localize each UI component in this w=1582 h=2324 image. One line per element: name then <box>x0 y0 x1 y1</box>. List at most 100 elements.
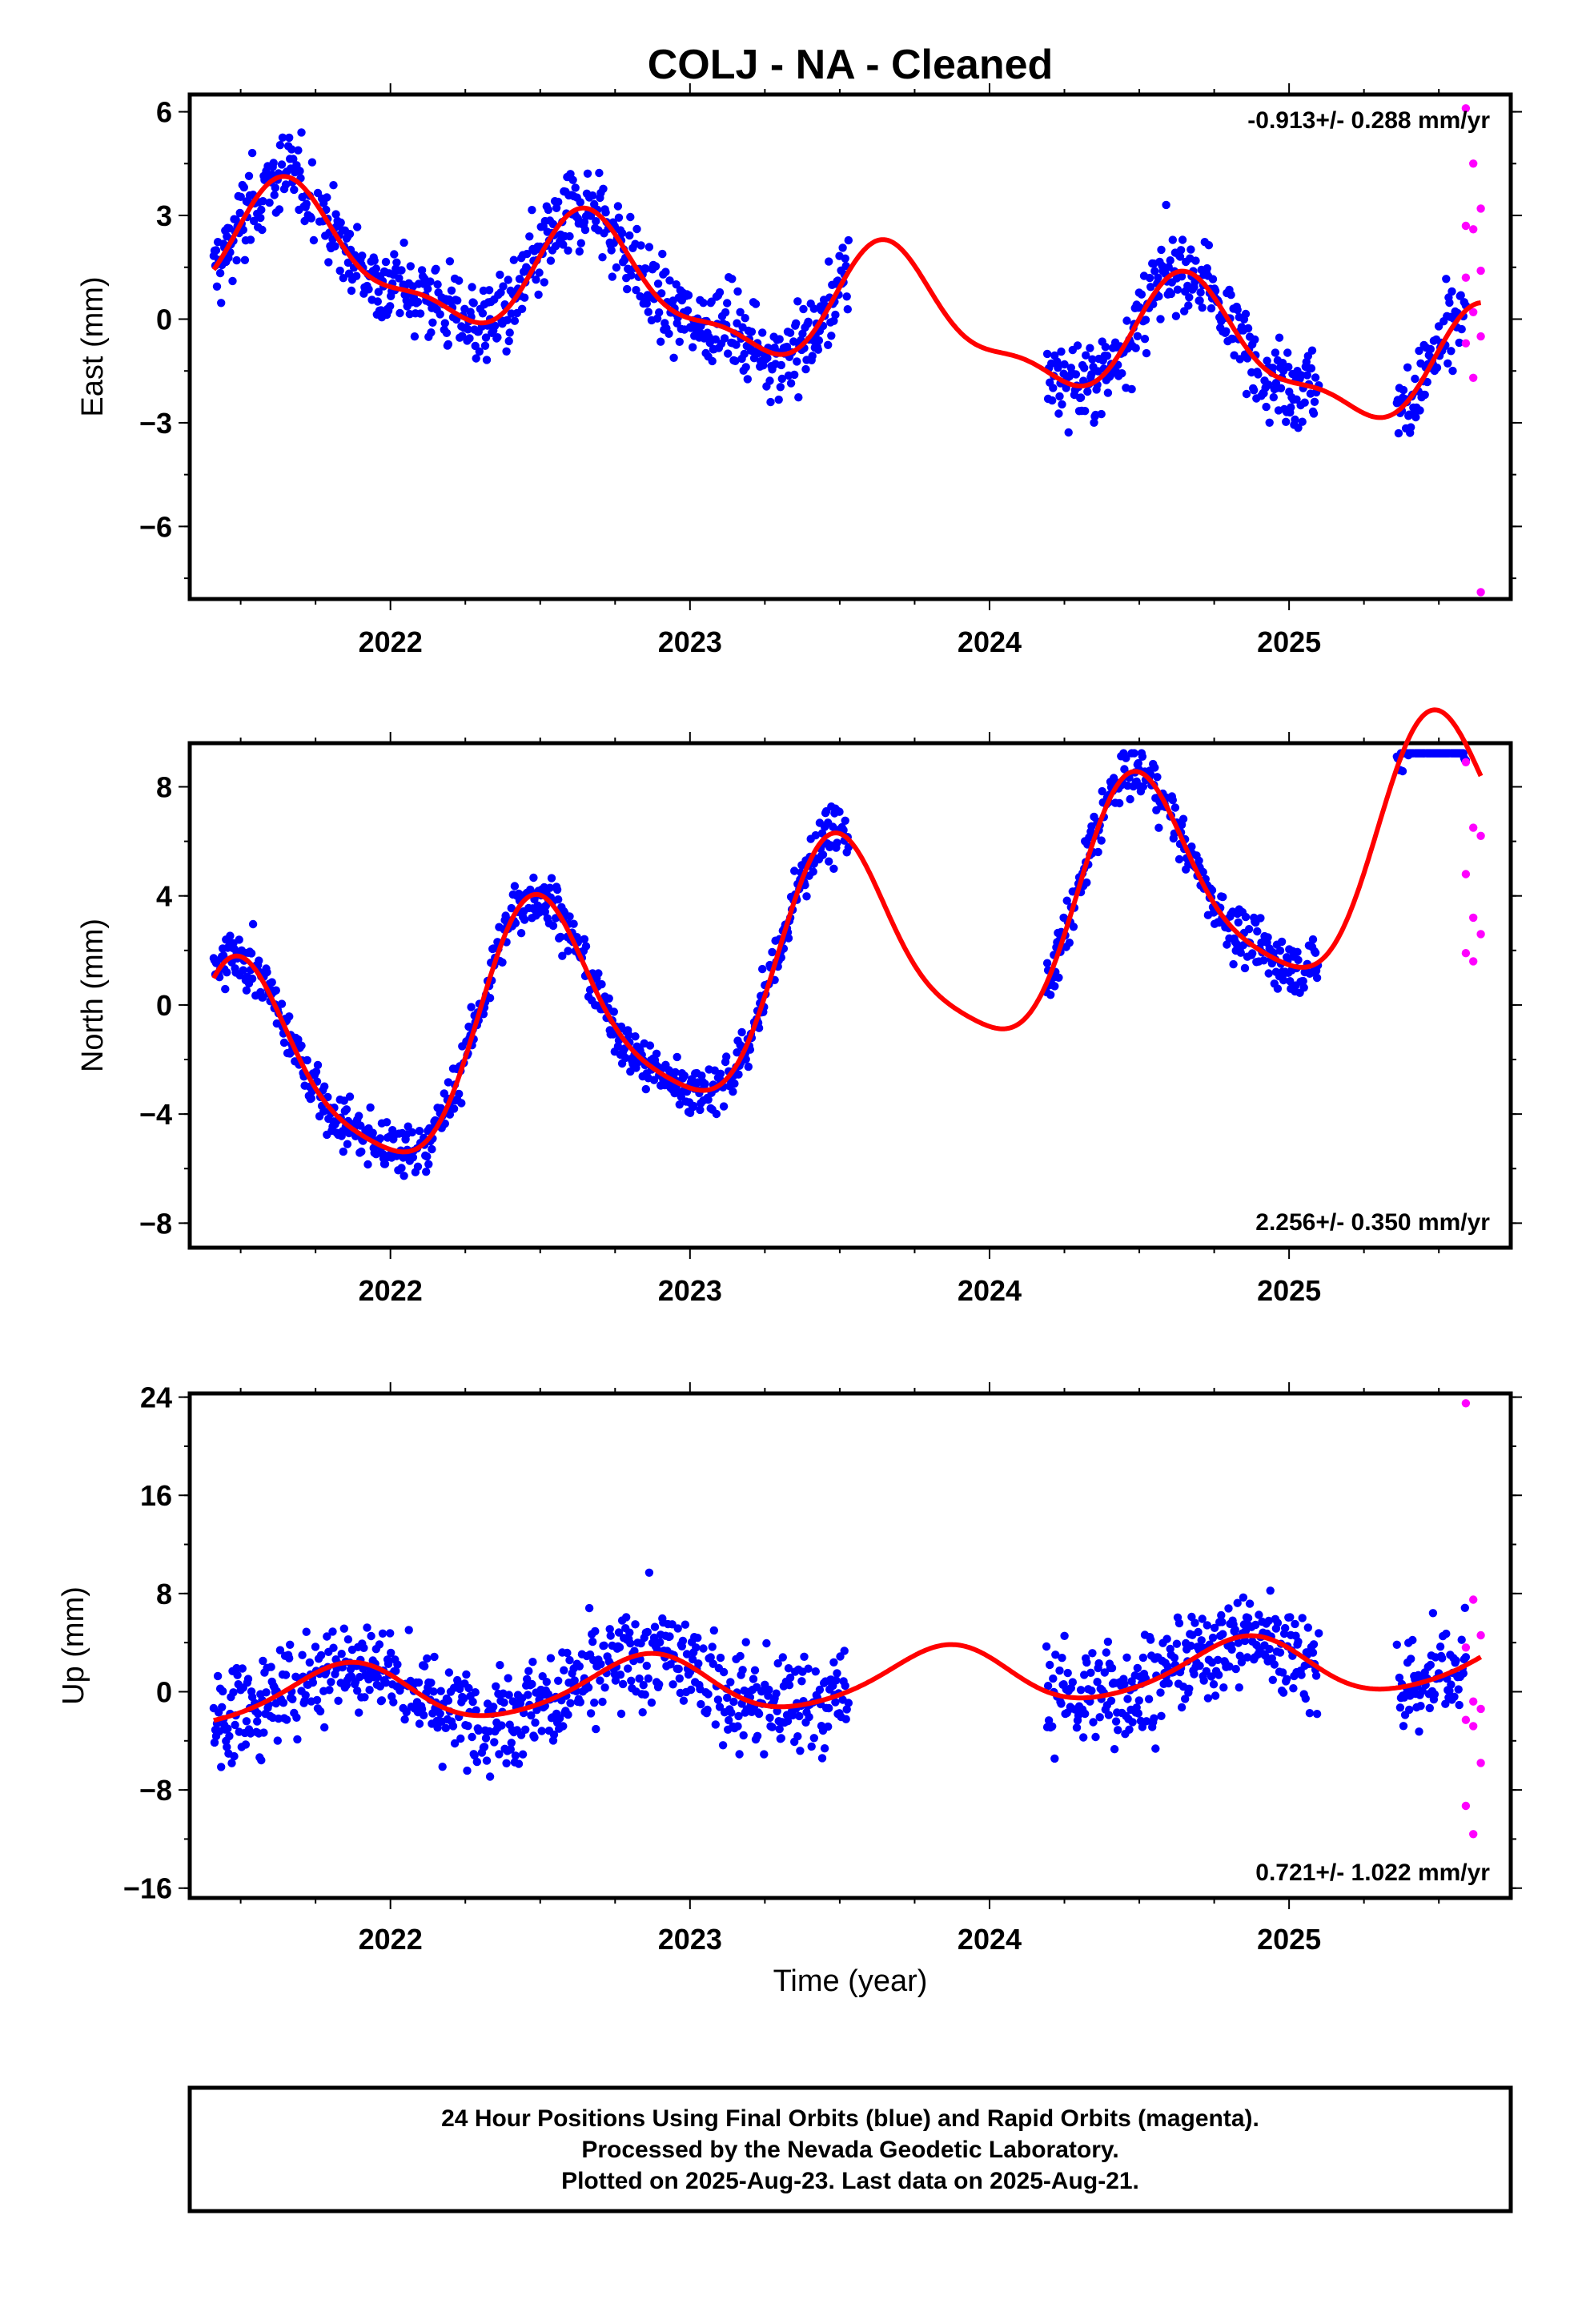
data-point <box>1239 1593 1248 1602</box>
data-point <box>588 1637 597 1647</box>
data-point <box>1447 347 1456 356</box>
data-point <box>1074 1711 1083 1720</box>
data-point <box>1162 200 1170 210</box>
data-point <box>1218 1618 1227 1626</box>
data-point <box>355 1708 363 1717</box>
rapid-point <box>1461 1801 1471 1811</box>
data-point <box>420 1662 429 1671</box>
data-point <box>711 1720 720 1729</box>
data-point <box>625 1628 634 1637</box>
data-point <box>520 915 529 924</box>
data-point <box>655 308 664 317</box>
data-point <box>722 1052 731 1061</box>
data-point <box>257 1755 266 1765</box>
data-point <box>831 1698 840 1707</box>
data-point <box>427 328 436 337</box>
data-point <box>218 1703 227 1711</box>
data-point <box>490 1738 499 1747</box>
y-tick-label: 4 <box>156 880 172 913</box>
x-tick-label-2024: 2024 <box>958 625 1022 658</box>
data-point <box>271 986 280 995</box>
data-point <box>1301 1694 1311 1703</box>
data-point <box>545 883 555 892</box>
data-point <box>1170 803 1180 812</box>
data-point <box>259 1656 267 1666</box>
data-point <box>301 1691 310 1699</box>
data-point <box>1298 1614 1307 1622</box>
data-point <box>650 1622 660 1631</box>
data-point <box>716 1653 725 1663</box>
data-point <box>259 1728 268 1737</box>
data-point <box>254 1709 263 1719</box>
data-point <box>336 218 345 227</box>
data-point <box>734 1711 743 1721</box>
data-point <box>600 1683 609 1692</box>
data-point <box>357 1147 366 1156</box>
data-point <box>1277 937 1287 947</box>
rapid-point <box>1476 204 1485 213</box>
data-point <box>239 183 248 192</box>
data-point <box>1057 1699 1066 1708</box>
data-point <box>416 309 425 318</box>
data-point <box>1438 1654 1447 1663</box>
data-point <box>1442 1629 1451 1638</box>
data-point <box>453 296 462 305</box>
y-tick-label: −8 <box>139 1774 172 1807</box>
x-tick-label-2023: 2023 <box>658 1274 722 1307</box>
data-point <box>433 280 442 289</box>
data-point <box>1265 1644 1274 1654</box>
data-point <box>480 1743 489 1751</box>
data-point <box>786 379 796 388</box>
data-point <box>1144 1695 1154 1703</box>
rapid-point <box>1469 913 1478 923</box>
data-point <box>1283 1675 1291 1683</box>
data-point <box>1134 1709 1143 1718</box>
data-point <box>400 238 408 247</box>
data-point <box>1107 1663 1117 1673</box>
data-point <box>1042 349 1052 359</box>
data-point <box>1046 1660 1054 1670</box>
data-point <box>1450 1692 1459 1701</box>
data-point <box>614 213 624 222</box>
data-point <box>1286 1613 1295 1622</box>
y-axis-title: Up (mm) <box>57 1586 90 1705</box>
data-point <box>546 1654 556 1663</box>
data-point <box>814 336 824 345</box>
data-point <box>1154 823 1163 832</box>
data-point <box>397 1164 406 1172</box>
data-point <box>1311 948 1320 958</box>
data-point <box>1430 1690 1439 1699</box>
data-point <box>1090 418 1098 427</box>
data-point <box>236 192 245 201</box>
x-axis-title: Time (year) <box>773 1964 928 1998</box>
x-tick-label-2025: 2025 <box>1257 1274 1321 1307</box>
data-point <box>257 205 266 215</box>
data-point <box>596 1676 604 1685</box>
data-point <box>653 279 663 288</box>
data-point <box>1133 332 1142 340</box>
data-point <box>381 1679 391 1687</box>
data-point <box>564 1711 572 1719</box>
data-point <box>265 198 274 207</box>
data-point <box>386 302 395 311</box>
data-point <box>481 333 491 342</box>
data-point <box>393 1660 402 1669</box>
data-point <box>580 225 590 235</box>
data-point <box>820 1744 829 1753</box>
data-point <box>1082 878 1091 887</box>
data-point <box>1312 1710 1322 1719</box>
data-point <box>524 1667 533 1675</box>
data-point <box>1199 867 1207 877</box>
data-point <box>498 958 507 967</box>
data-point <box>1300 398 1309 407</box>
data-point <box>715 287 725 297</box>
data-point <box>1174 1618 1184 1628</box>
data-point <box>706 1653 715 1662</box>
rapid-point <box>1469 1722 1478 1731</box>
data-point <box>1264 380 1273 389</box>
data-point <box>219 951 228 960</box>
data-point <box>229 1688 238 1697</box>
data-point <box>1242 389 1251 399</box>
data-point <box>1299 976 1307 986</box>
data-point <box>1229 959 1238 969</box>
